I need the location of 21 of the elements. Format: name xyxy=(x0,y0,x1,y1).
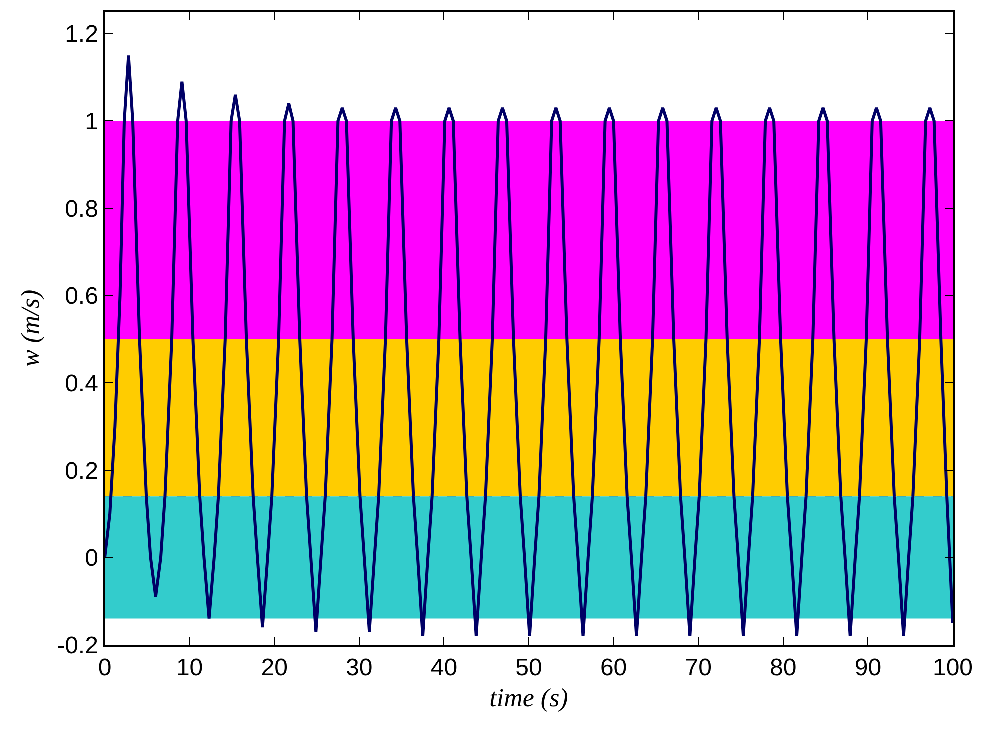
line-series xyxy=(105,54,953,638)
y-tick-label: -0.2 xyxy=(57,632,98,660)
x-axis-title: time (s) xyxy=(490,684,568,713)
x-tick-label: 90 xyxy=(854,654,882,682)
x-tick-label: 10 xyxy=(176,654,204,682)
x-tick-label: 30 xyxy=(346,654,373,682)
y-tick-label: 0.2 xyxy=(65,458,98,485)
y-tick-label: 0.8 xyxy=(65,196,98,223)
y-tick-label: 1.2 xyxy=(65,21,98,48)
y-tick-label: 0.6 xyxy=(65,283,98,310)
y-tick-label: 0 xyxy=(85,545,98,572)
x-tick-label: 80 xyxy=(770,654,797,682)
x-tick-label: 70 xyxy=(685,654,712,682)
x-tick-label: 20 xyxy=(261,654,288,682)
x-tick-label: 100 xyxy=(932,654,974,682)
y-axis-title: w (m/s) xyxy=(16,290,45,368)
x-tick-label: 60 xyxy=(600,654,628,682)
y-tick-label: 1 xyxy=(85,108,98,136)
x-tick-label: 50 xyxy=(516,654,542,682)
x-tick-label: 40 xyxy=(430,654,458,682)
y-tick-label: 0.4 xyxy=(65,370,98,398)
